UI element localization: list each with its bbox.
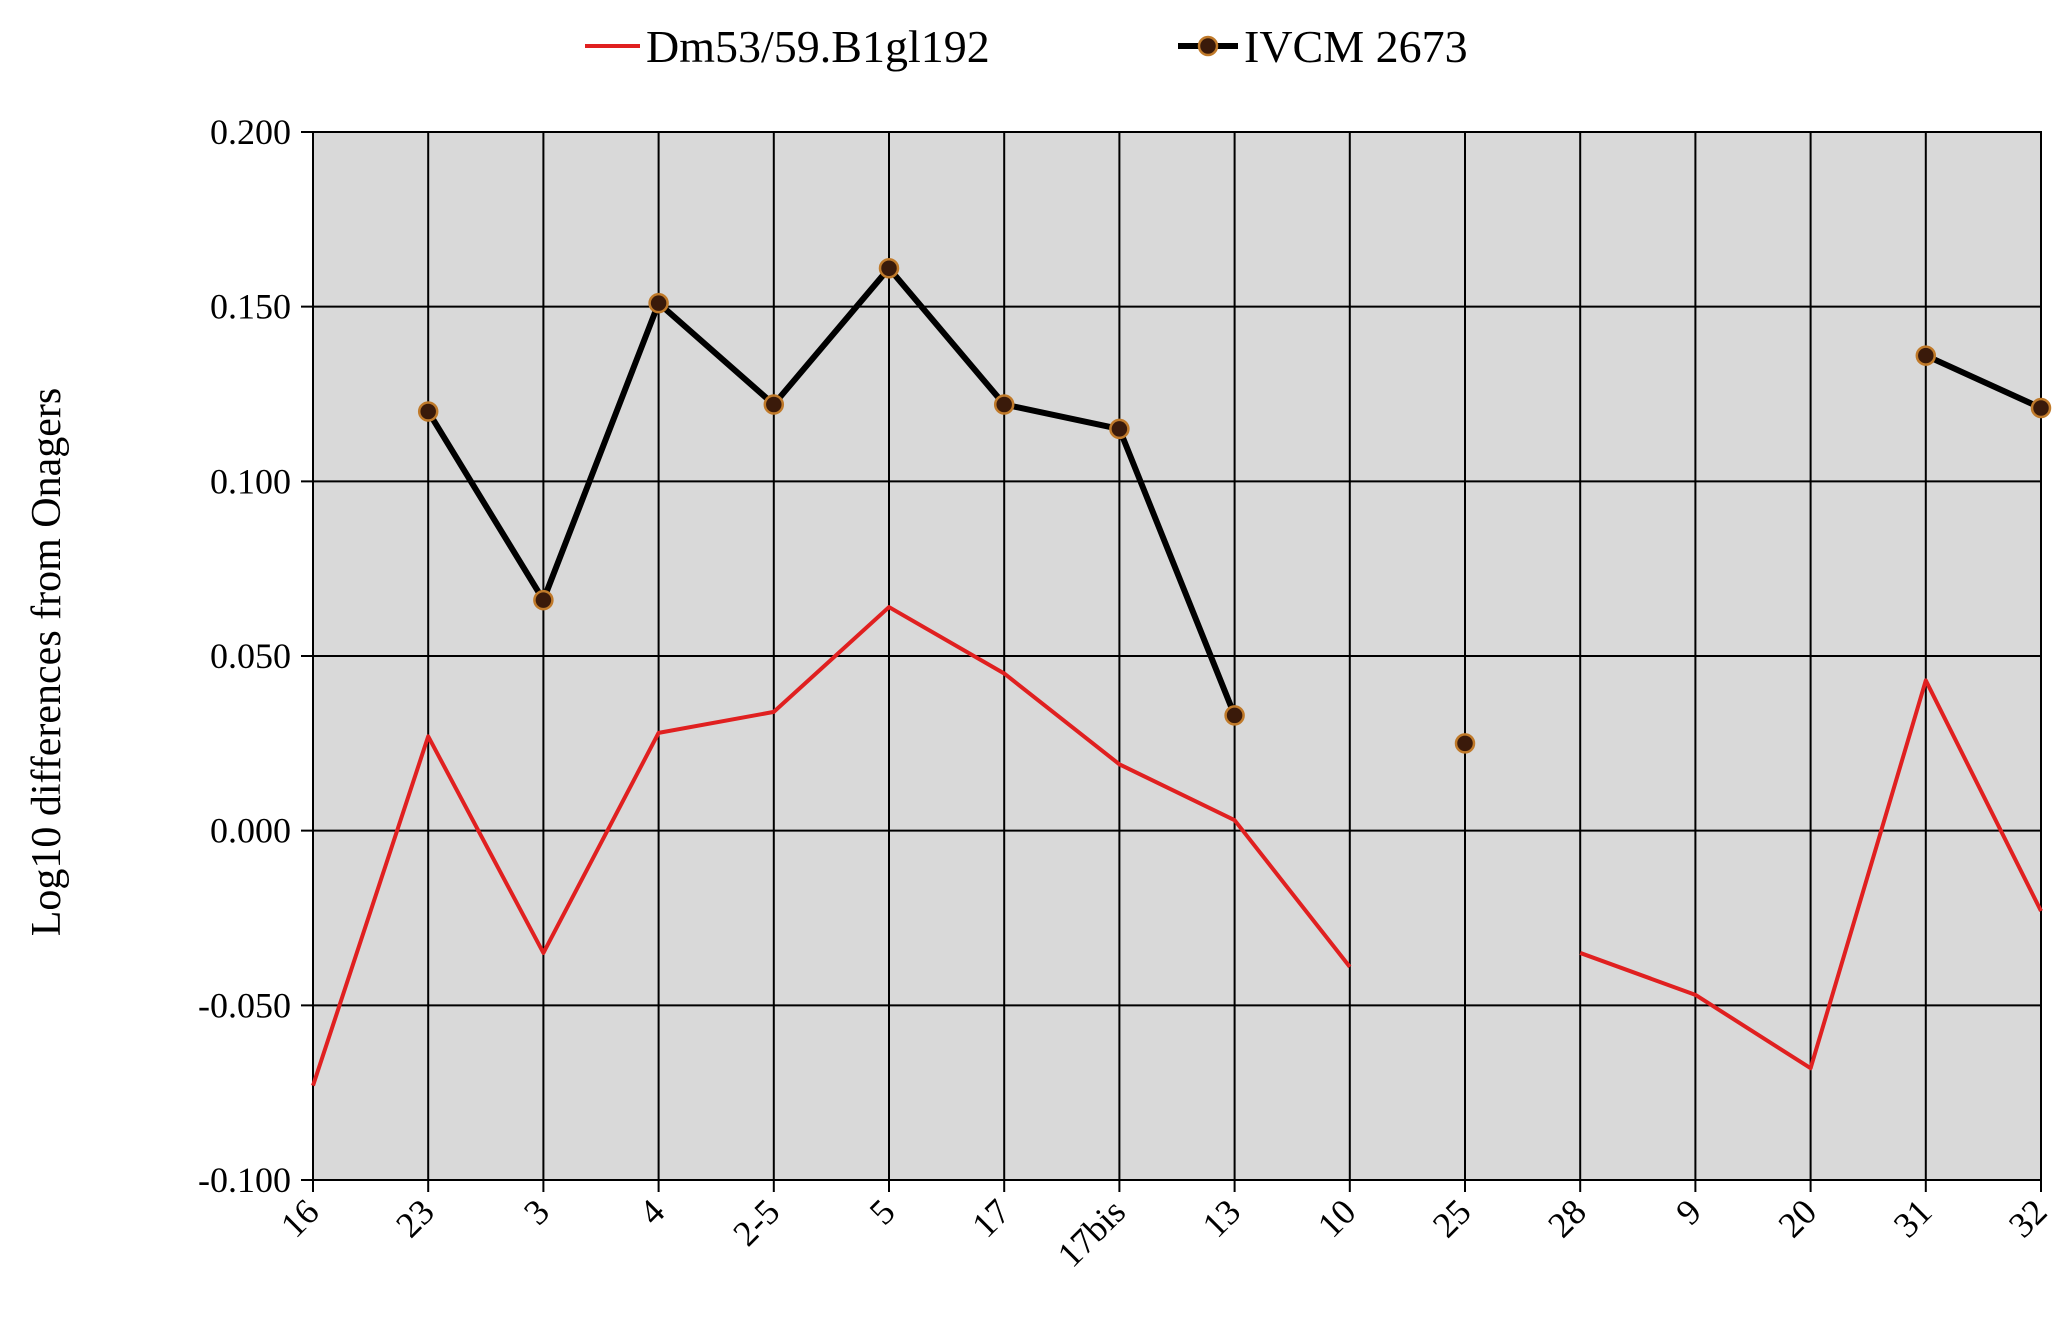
legend-label: Dm53/59.B1gl192 (646, 21, 990, 72)
y-tick-label: -0.100 (198, 1160, 291, 1200)
x-tick-label: 2-5 (725, 1191, 787, 1253)
series-line (311, 605, 1352, 1087)
data-point (1915, 345, 1937, 366)
series-line (425, 265, 1238, 717)
x-axis-ticks: 16 23 3 4 2-5 5 17 17bis 13 10 25 28 9 20 31 32 (273, 1191, 2055, 1274)
data-point (2030, 397, 2052, 419)
y-axis-title: Log10 differences from Onagers (24, 388, 70, 937)
x-tick-label: 31 (1886, 1191, 1940, 1245)
x-tick-label: 23 (388, 1191, 442, 1245)
x-tick-label: 17 (964, 1191, 1018, 1245)
x-tick-label: 3 (516, 1191, 557, 1232)
legend: Dm53/59.B1gl192 IVCM 2673 (585, 21, 1468, 72)
data-point (763, 394, 785, 415)
data-point (1454, 733, 1476, 754)
y-tick-label: -0.050 (198, 985, 291, 1025)
x-tick-label: 25 (1425, 1191, 1479, 1245)
x-tick-label: 10 (1310, 1191, 1364, 1245)
data-point (417, 401, 439, 422)
series-1 (311, 605, 2043, 1087)
data-point (533, 589, 554, 611)
data-point (648, 292, 669, 314)
y-axis-ticks: 0.200 0.150 0.100 0.050 0.000 -0.050 -0.100 (198, 112, 291, 1200)
y-tick-label: 0.000 (210, 811, 291, 851)
x-tick-label: 5 (862, 1191, 903, 1232)
data-point (1109, 418, 1130, 440)
grid (301, 131, 2042, 1192)
series-layer (311, 257, 2052, 1087)
data-point (993, 394, 1015, 415)
data-point (1224, 705, 1245, 726)
x-tick-label: 17bis (1050, 1191, 1133, 1274)
x-tick-label: 13 (1195, 1191, 1249, 1245)
y-tick-label: 0.200 (210, 112, 291, 152)
x-tick-label: 20 (1771, 1191, 1825, 1245)
legend-label: IVCM 2673 (1244, 21, 1468, 72)
y-tick-label: 0.150 (210, 287, 291, 327)
legend-swatch-marker (1197, 35, 1219, 57)
data-point (878, 257, 900, 279)
x-tick-label: 28 (1540, 1191, 1594, 1245)
x-tick-label: 32 (2001, 1191, 2055, 1245)
series-2 (417, 257, 2052, 754)
series-line (1579, 678, 2043, 1071)
x-tick-label: 4 (631, 1191, 672, 1232)
y-tick-label: 0.050 (210, 636, 291, 676)
series-line (1924, 352, 2043, 411)
x-tick-label: 9 (1668, 1191, 1709, 1232)
y-tick-label: 0.100 (210, 461, 291, 501)
